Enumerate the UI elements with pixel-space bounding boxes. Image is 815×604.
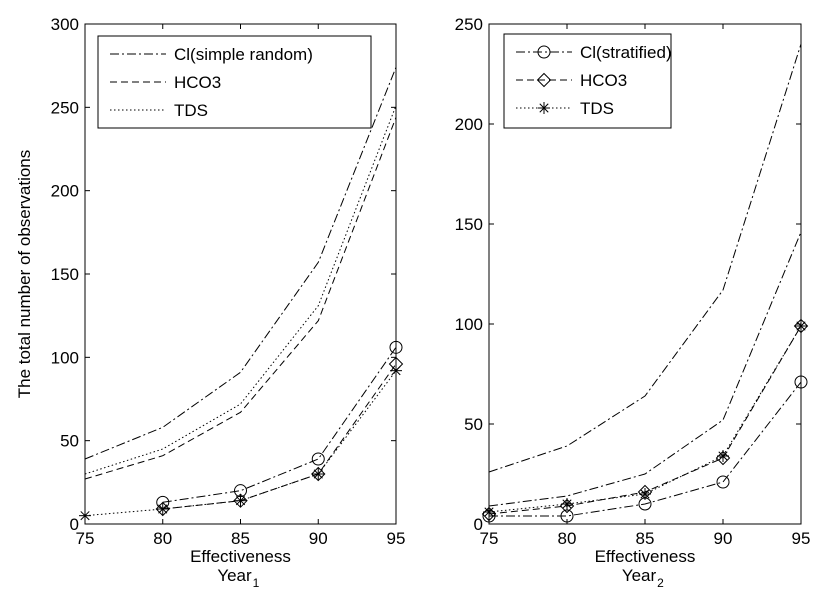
legend-label: TDS: [174, 101, 208, 120]
data-point-circle: [389, 340, 403, 354]
data-point-diamond: [793, 318, 809, 334]
y-tick-label: 300: [51, 15, 79, 34]
x-tick-label: 80: [153, 529, 172, 548]
series-1: [84, 117, 397, 480]
data-point-circle: [794, 375, 808, 389]
y-tick-label: 0: [70, 515, 79, 534]
data-point-star: [795, 320, 807, 332]
legend-label: Cl(simple random): [174, 45, 313, 64]
y-tick-label: 150: [455, 215, 483, 234]
y-tick-label: 250: [51, 98, 79, 117]
legend-box: [503, 33, 672, 129]
y-tick-label: 50: [60, 432, 79, 451]
data-point-star: [156, 503, 169, 515]
x-tick-label: 75: [76, 529, 95, 548]
legend-entry: Cl(simple random): [110, 45, 313, 64]
legend-entry: HCO3: [516, 71, 627, 90]
data-point-star: [561, 498, 573, 510]
legend-marker-star: [538, 102, 550, 114]
data-point-diamond: [233, 493, 248, 508]
legend-label: HCO3: [174, 73, 221, 92]
x-tick-label: 75: [480, 529, 499, 548]
x-tick-label: 95: [387, 529, 406, 548]
legend-entry: HCO3: [110, 73, 221, 92]
data-point-star: [79, 509, 91, 522]
y-tick-label: 200: [51, 182, 79, 201]
legend-entry: Cl(stratified): [516, 43, 672, 62]
legend-label: Cl(stratified): [580, 43, 672, 62]
data-point-star: [483, 506, 495, 518]
data-point-circle: [716, 475, 730, 489]
series-line: [489, 381, 802, 517]
x-tick-label: 90: [309, 529, 328, 548]
data-point-circle: [311, 452, 325, 466]
y-tick-label: 100: [51, 348, 79, 367]
legend-label: HCO3: [580, 71, 627, 90]
x-axis-sublabel-subscript: 1: [253, 576, 260, 590]
x-axis-label: Effectiveness: [190, 547, 291, 566]
series-0: [488, 43, 802, 473]
data-point-diamond: [311, 466, 326, 482]
y-tick-label: 250: [455, 15, 483, 34]
data-point-diamond: [155, 501, 170, 517]
series-line: [84, 67, 397, 460]
legend-entry: TDS: [110, 101, 208, 120]
series-line: [162, 347, 397, 503]
series-line: [488, 43, 802, 473]
data-point-star: [639, 488, 651, 500]
y-tick-label: 100: [455, 315, 483, 334]
series-line: [488, 231, 802, 507]
series-line: [84, 117, 397, 480]
x-tick-label: 85: [636, 529, 655, 548]
y-tick-label: 0: [474, 515, 483, 534]
legend: Cl(simple random) HCO3 TDS: [97, 35, 372, 129]
x-tick-label: 80: [558, 529, 577, 548]
series-1: [488, 231, 802, 507]
chart-panel-year2: 75 80 85 90 95 0 50 100 150 200 250 EffectivenessYe…: [455, 15, 811, 590]
data-point-star: [234, 494, 247, 507]
x-tick-label: 95: [792, 529, 811, 548]
x-axis-sublabel: Year: [622, 566, 657, 585]
series-2: [84, 105, 397, 475]
y-tick-label: 200: [455, 115, 483, 134]
series-4: [483, 320, 807, 518]
y-tick-label: 150: [51, 265, 79, 284]
y-tick-label: 50: [464, 415, 483, 434]
data-point-star: [717, 450, 729, 462]
chart-panel-year1: 75 80 85 90 95 0 50 100 150 200 250 300 Effectivenes…: [15, 15, 405, 590]
x-axis-sublabel: Year: [217, 566, 252, 585]
data-point-star: [390, 364, 402, 377]
y-axis-label: The total number of observations: [15, 150, 34, 399]
legend-marker-circle: [537, 45, 551, 59]
series-5: [79, 364, 402, 522]
series-line: [84, 105, 397, 475]
legend-entry: TDS: [516, 99, 614, 118]
x-tick-label: 85: [231, 529, 250, 548]
legend-label: TDS: [580, 99, 614, 118]
legend-marker-diamond: [536, 72, 552, 88]
x-tick-label: 90: [714, 529, 733, 548]
legend: Cl(stratified) HCO3 TDS: [503, 33, 672, 129]
data-point-star: [312, 468, 325, 480]
series-0: [84, 67, 397, 460]
x-axis-label: Effectiveness: [595, 547, 696, 566]
x-axis-sublabel-subscript: 2: [657, 576, 664, 590]
series-3: [156, 340, 403, 509]
